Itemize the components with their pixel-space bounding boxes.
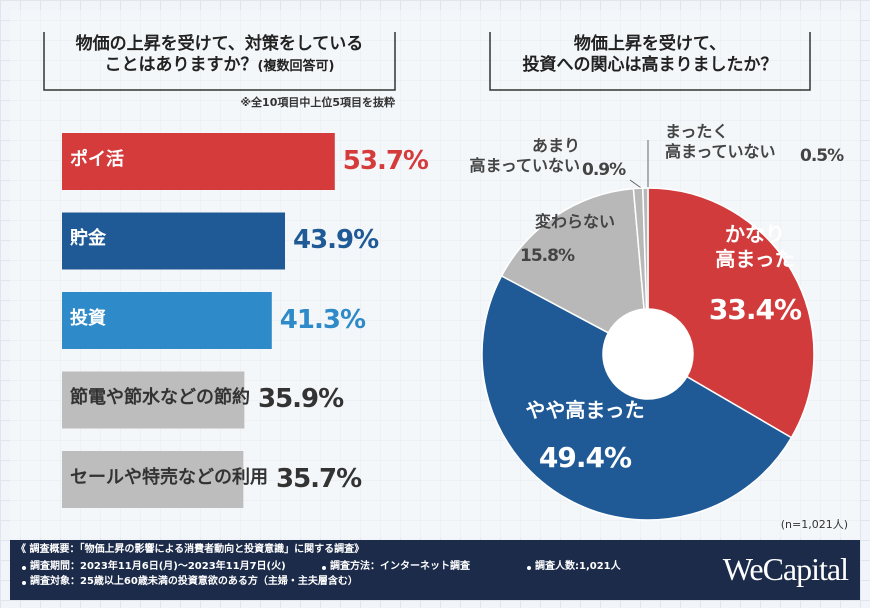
subtitle: (複数回答可) [257, 59, 335, 75]
chart-title: 物価の上昇を受けて、対策をしている ことはありますか？(複数回答可) [44, 34, 395, 77]
slice-label: 変わらない [534, 212, 615, 231]
note: (n=1,021人) [780, 518, 848, 531]
bar [62, 133, 335, 190]
donut-hole [603, 309, 693, 399]
footer-heading: 《 調査概要：「物価上昇の影響による消費者動向と投資意識」に関する調査》 [16, 544, 365, 555]
bar [62, 292, 272, 349]
slice-label: かなり 高まった [715, 222, 795, 271]
slice-label: やや高まった [525, 398, 645, 422]
chart-title: 物価上昇を受けて、 投資への関心は高まりましたか？ [522, 34, 778, 76]
bullet [22, 566, 26, 570]
bullet [322, 566, 326, 570]
pie-slice [500, 187, 645, 334]
category-label: セールや特売などの利用 [70, 466, 268, 488]
brand: WeCapital [722, 551, 849, 587]
footer-line: 調査対象：25歳以上60歳未満の投資意欲のある方（主婦・主夫層含む） [30, 576, 358, 587]
title-text: 物価の上昇を受けて、対策をしている ことはありますか？ [75, 34, 364, 76]
bar [62, 212, 286, 270]
slice-value: 0.5% [800, 146, 844, 166]
title-frame [489, 32, 811, 91]
value-label: 41.3% [279, 304, 366, 335]
slice-value: 33.4% [708, 293, 802, 326]
category-label: 貯金 [70, 228, 106, 249]
value-label: 35.7% [276, 463, 362, 494]
title-frame [43, 32, 396, 91]
footer-band [10, 540, 860, 600]
slice-label: あまり 高まっていない [469, 136, 580, 175]
footer-line: 調査期間：2023年11月6日(月)～2023年11月7日(火) [30, 561, 286, 572]
value-label: 53.7% [342, 145, 429, 176]
slice-value: 49.4% [538, 441, 632, 474]
bar [62, 371, 245, 429]
footer-line: 調査方法：インターネット調査 [330, 561, 470, 572]
value-label: 35.9% [258, 384, 344, 414]
bullet [22, 581, 26, 585]
slice-value: 0.9% [582, 160, 626, 180]
value-label: 43.9% [293, 225, 379, 255]
slice-label: まったく 高まっていない [665, 122, 776, 161]
slice-value: 15.8% [520, 246, 575, 266]
note: ※全10項目中上位5項目を抜粋 [240, 96, 395, 109]
bullet [527, 566, 531, 570]
category-label: 投資 [70, 307, 106, 329]
category-label: 節電や節水などの節約 [70, 387, 250, 408]
bar [62, 451, 244, 508]
category-label: ポイ活 [70, 148, 124, 170]
footer-line: 調査人数:1,021人 [535, 561, 621, 572]
